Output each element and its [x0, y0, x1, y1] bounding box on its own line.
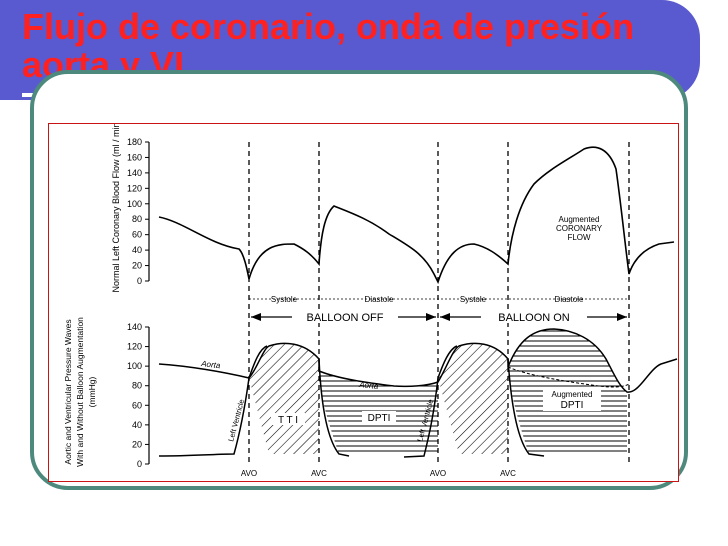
bottom-ylabel-2: With and Without Balloon Augmentation: [75, 317, 85, 467]
aorta-label-1: Aorta: [200, 359, 222, 370]
valve-label-avo-2: AVO: [430, 469, 446, 478]
aorta-curve: [158, 328, 678, 393]
top-y-tick-label: 80: [132, 214, 142, 224]
flow-annotation-line2: CORONARY: [556, 224, 603, 233]
lv-curve-2: [403, 345, 545, 458]
top-y-tick-label: 160: [127, 152, 142, 162]
top-y-tick-label: 0: [137, 276, 142, 286]
flow-annotation-line1: Augmented: [559, 215, 600, 224]
phase-label-systole-2: Systole: [460, 295, 487, 304]
bottom-y-tick-label: 20: [132, 439, 142, 449]
phase-label-systole-1: Systole: [271, 295, 298, 304]
top-y-tick-label: 140: [127, 168, 142, 178]
coronary-flow-curve: [158, 146, 675, 285]
aorta-nonaugmented-curve: [507, 366, 630, 388]
valve-label-avo-1: AVO: [241, 469, 257, 478]
dpti-label-bg-1: [362, 411, 396, 423]
phase-label-diastole-1: Diastole: [365, 295, 394, 304]
flow-annotation-line3: FLOW: [567, 233, 591, 242]
tti-label-bg: [271, 413, 305, 425]
bottom-y-tick-label: 40: [132, 420, 142, 430]
balloon-off-arrowhead-left: [251, 313, 261, 321]
balloon-on-label-bg: [481, 309, 587, 323]
valve-label-avc-1: AVC: [311, 469, 327, 478]
lv-label-1: Left Ventricle: [226, 398, 246, 442]
tti-area-1: [249, 343, 319, 454]
top-y-tick-label: 180: [127, 137, 142, 147]
figure-svg: Normal Left Coronary Blood Flow (ml / mi…: [63, 124, 678, 478]
aug-label-bg: [543, 387, 601, 411]
bottom-y-tick-label: 140: [127, 322, 142, 332]
hemodynamics-figure: Normal Left Coronary Blood Flow (ml / mi…: [48, 123, 679, 482]
balloon-off-label-bg: [292, 309, 398, 323]
bottom-y-tick-label: 60: [132, 400, 142, 410]
tti-area-2: [438, 343, 508, 454]
augmented-dpti-label-2: DPTI: [561, 400, 584, 411]
balloon-off-label: BALLOON OFF: [306, 312, 383, 324]
balloon-on-label: BALLOON ON: [498, 312, 570, 324]
top-y-tick-label: 20: [132, 261, 142, 271]
top-y-tick-label: 100: [127, 199, 142, 209]
bottom-ylabel-3: (mmHg): [87, 376, 97, 407]
bottom-y-tick-label: 100: [127, 361, 142, 371]
augmented-dpti-label-1: Augmented: [552, 390, 593, 399]
top-y-tick-label: 120: [127, 183, 142, 193]
dpti-label-1: DPTI: [368, 413, 391, 424]
top-y-tick-label: 40: [132, 245, 142, 255]
axes-layer: 0 20 40 60 80 100 120 140 160 180 0 20 40 60 80 100 120 1…: [127, 137, 150, 469]
aorta-label-2: Aorta: [358, 380, 379, 391]
balloon-off-arrowhead-right: [426, 313, 436, 321]
tti-label: T T I: [278, 415, 298, 426]
bottom-y-tick-label: 120: [127, 342, 142, 352]
bottom-y-tick-label: 80: [132, 381, 142, 391]
bottom-ylabel-1: Aortic and Ventricular Pressure Waves: [63, 319, 73, 464]
top-y-tick-label: 60: [132, 230, 142, 240]
balloon-on-arrowhead-left: [440, 313, 450, 321]
lv-curve-1: [158, 345, 350, 457]
bottom-y-tick-label: 0: [137, 459, 142, 469]
phase-label-diastole-2: Diastole: [555, 295, 584, 304]
balloon-on-arrowhead-right: [617, 313, 627, 321]
valve-label-avc-2: AVC: [500, 469, 516, 478]
top-ylabel: Normal Left Coronary Blood Flow (ml / mi…: [111, 124, 121, 293]
